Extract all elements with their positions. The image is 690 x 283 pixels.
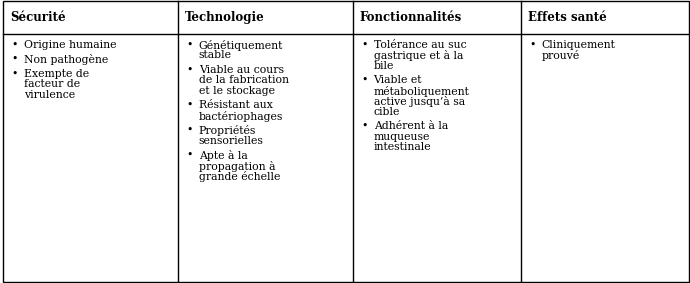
Text: Viable et: Viable et xyxy=(373,75,422,85)
Text: •: • xyxy=(186,125,193,135)
Text: Origine humaine: Origine humaine xyxy=(24,40,117,50)
Text: Effets santé: Effets santé xyxy=(528,11,607,24)
Text: Sécurité: Sécurité xyxy=(10,11,66,24)
Text: sensorielles: sensorielles xyxy=(199,136,264,146)
Text: gastrique et à la: gastrique et à la xyxy=(373,50,463,61)
Text: Résistant aux: Résistant aux xyxy=(199,100,273,110)
Text: •: • xyxy=(361,121,368,131)
Text: •: • xyxy=(186,150,193,160)
Text: bile: bile xyxy=(373,61,394,71)
Text: métaboliquement: métaboliquement xyxy=(373,86,469,97)
Text: Adhérent à la: Adhérent à la xyxy=(373,121,448,131)
Text: virulence: virulence xyxy=(24,90,75,100)
Text: facteur de: facteur de xyxy=(24,79,80,89)
Text: intestinale: intestinale xyxy=(373,142,431,152)
Text: propagation à: propagation à xyxy=(199,161,275,171)
Text: •: • xyxy=(186,40,193,50)
Text: de la fabrication: de la fabrication xyxy=(199,75,289,85)
Text: •: • xyxy=(12,69,18,79)
Text: Génétiquement: Génétiquement xyxy=(199,40,283,51)
Text: •: • xyxy=(12,54,18,64)
Text: grande échelle: grande échelle xyxy=(199,171,280,182)
Text: Propriétés: Propriétés xyxy=(199,125,256,136)
Text: active jusqu’à sa: active jusqu’à sa xyxy=(373,96,464,107)
Text: •: • xyxy=(186,100,193,110)
Text: Viable au cours: Viable au cours xyxy=(199,65,284,75)
Text: muqueuse: muqueuse xyxy=(373,132,430,142)
Text: •: • xyxy=(186,65,193,75)
Text: et le stockage: et le stockage xyxy=(199,86,275,96)
Text: Fonctionnalités: Fonctionnalités xyxy=(359,11,462,24)
Text: •: • xyxy=(361,40,368,50)
Text: •: • xyxy=(529,40,535,50)
Text: Non pathogène: Non pathogène xyxy=(24,54,108,65)
Text: Tolérance au suc: Tolérance au suc xyxy=(373,40,466,50)
Text: Apte à la: Apte à la xyxy=(199,150,248,161)
Text: bactériophages: bactériophages xyxy=(199,111,283,122)
Text: prouvé: prouvé xyxy=(542,50,580,61)
Text: •: • xyxy=(12,40,18,50)
Text: Technologie: Technologie xyxy=(185,11,265,24)
Text: •: • xyxy=(361,75,368,85)
Text: Exempte de: Exempte de xyxy=(24,69,89,79)
Text: stable: stable xyxy=(199,50,232,60)
Text: cible: cible xyxy=(373,107,400,117)
Text: Cliniquement: Cliniquement xyxy=(542,40,615,50)
